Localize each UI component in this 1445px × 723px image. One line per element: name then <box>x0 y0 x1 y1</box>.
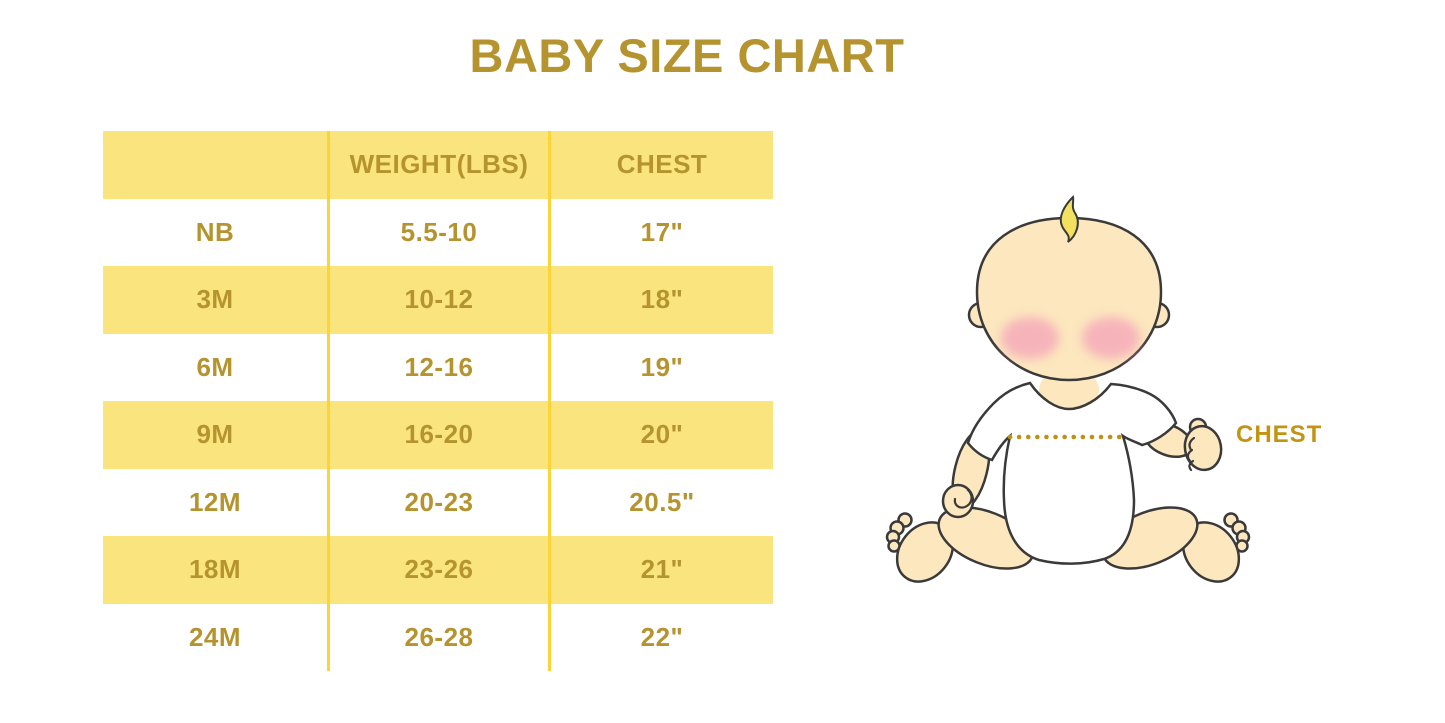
weight-cell: 5.5-10 <box>327 198 548 266</box>
size-table: WEIGHT(LBS) CHEST NB 5.5-10 17" 3M 10-12… <box>103 131 773 671</box>
size-cell: 24M <box>188 621 242 652</box>
weight-cell: 10-12 <box>327 266 548 334</box>
size-cell: 12M <box>188 486 242 517</box>
table-row: 6M 12-16 19" <box>103 333 773 401</box>
baby-fist <box>1183 424 1223 472</box>
size-cell: 18M <box>188 554 242 585</box>
chest-cell: 20.5" <box>548 468 773 536</box>
chest-cell: 19" <box>548 333 773 401</box>
baby-left-cheek <box>1001 317 1059 359</box>
table-header-row: WEIGHT(LBS) CHEST <box>103 131 773 199</box>
table-row: NB 5.5-10 17" <box>103 198 773 266</box>
baby-left-foot <box>885 512 955 583</box>
column-header-weight: WEIGHT(LBS) <box>327 131 548 199</box>
baby-right-cheek <box>1082 317 1140 359</box>
column-header-size <box>103 131 327 199</box>
weight-cell: 26-28 <box>327 603 548 671</box>
baby-left-hand-fingers <box>953 488 973 509</box>
weight-cell: 23-26 <box>327 536 548 604</box>
table-row: 18M 23-26 21" <box>103 536 773 604</box>
size-cell: 9M <box>196 419 234 450</box>
weight-cell: 16-20 <box>327 401 548 469</box>
baby-hair-curl <box>1059 194 1079 243</box>
size-cell: 3M <box>196 284 234 315</box>
table-row: 9M 16-20 20" <box>103 401 773 469</box>
chest-measurement-label: CHEST <box>1236 421 1323 448</box>
chest-cell: 22" <box>548 603 773 671</box>
table-row: 12M 20-23 20.5" <box>103 468 773 536</box>
chest-cell: 21" <box>548 536 773 604</box>
chest-cell: 18" <box>548 266 773 334</box>
table-row: 3M 10-12 18" <box>103 266 773 334</box>
baby-illustration <box>885 194 1251 583</box>
baby-shirt <box>966 381 1178 565</box>
weight-cell: 12-16 <box>327 333 548 401</box>
chest-cell: 20" <box>548 401 773 469</box>
size-cell: 6M <box>196 351 234 382</box>
page-title: BABY SIZE CHART <box>469 29 905 82</box>
column-header-chest: CHEST <box>548 131 773 199</box>
chest-cell: 17" <box>548 198 773 266</box>
size-cell: NB <box>195 216 235 247</box>
weight-cell: 20-23 <box>327 468 548 536</box>
table-row: 24M 26-28 22" <box>103 603 773 671</box>
baby-right-foot <box>1181 512 1251 583</box>
